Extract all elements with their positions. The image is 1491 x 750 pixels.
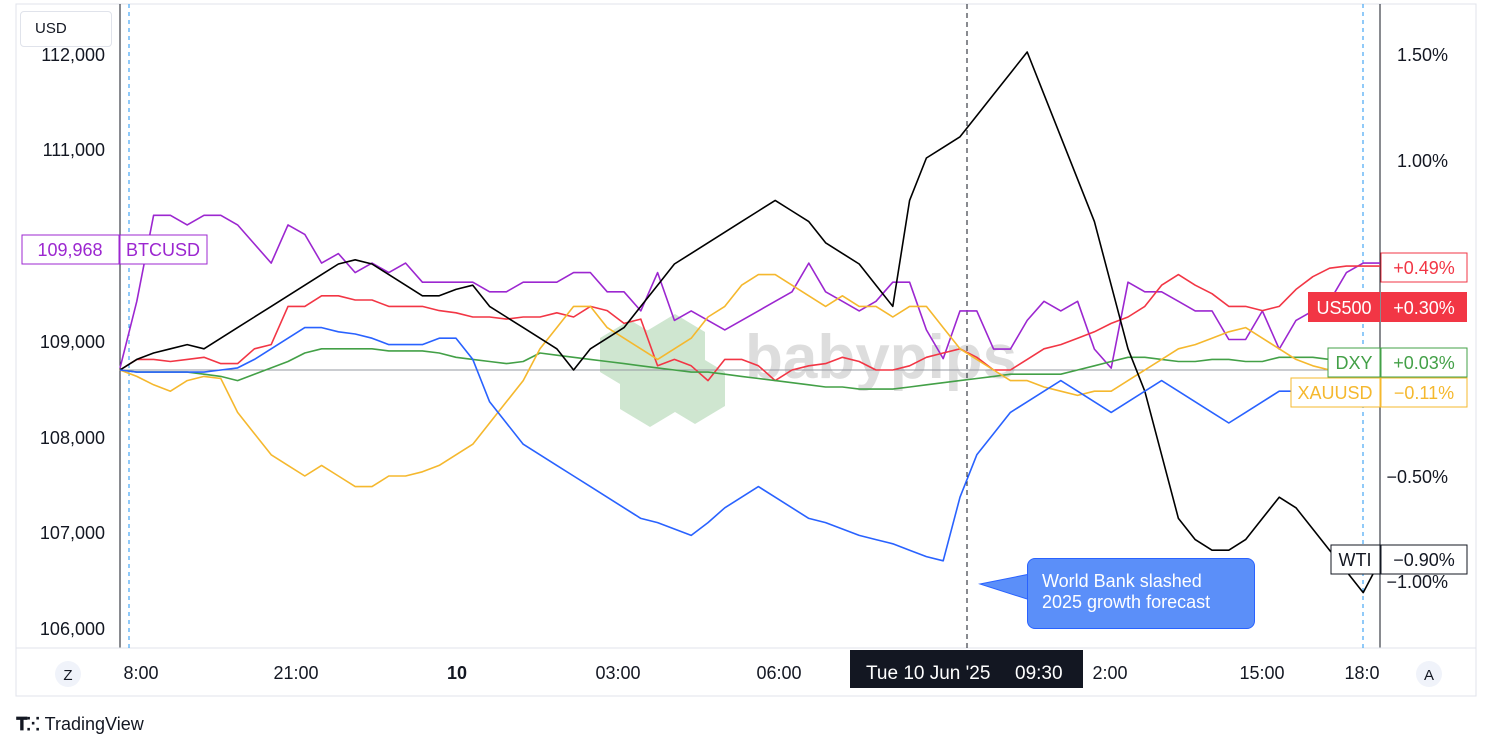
btc-name-badge: BTCUSD [119, 234, 208, 265]
dxy-value-text: +0.03% [1393, 353, 1455, 373]
us500-value-text: +0.30% [1393, 298, 1455, 318]
tradingview-logo-icon: 𝐓⁙ [16, 713, 40, 734]
left-tick-label: 106,000 [40, 619, 105, 639]
zoom-reset-button[interactable] [55, 661, 81, 687]
dxy-name-text: DXY [1335, 353, 1372, 373]
auto-scale-label: A [1424, 667, 1434, 684]
brand-name: TradingView [44, 713, 144, 734]
series-line-wti [119, 51, 1381, 594]
series-line-dxy [119, 347, 1380, 390]
series-line-us500 [119, 265, 1380, 382]
callout-line-1: World Bank slashed [1042, 571, 1202, 591]
xau-badge: XAUUSD −0.11% [1290, 377, 1468, 408]
time-tick-label: 2:00 [1092, 663, 1127, 683]
time-tick-label: 10 [447, 663, 467, 683]
time-tick-label: 8:00 [123, 663, 158, 683]
btc-price-text: 109,968 [37, 240, 102, 260]
left-tick-label: 107,000 [40, 523, 105, 543]
right-tick-label: 1.50% [1397, 45, 1448, 65]
xau-value-text: −0.11% [1394, 383, 1454, 403]
us500-name-text: US500 [1316, 298, 1371, 318]
right-tick-label: −0.50% [1386, 467, 1448, 487]
red-value-badge: +0.49% [1380, 252, 1468, 283]
watermark-text: babypips [745, 323, 1017, 392]
zoom-button-label: Z [63, 667, 72, 684]
wti-name-text: WTI [1339, 550, 1372, 570]
time-tick-label: 06:00 [756, 663, 801, 683]
left-tick-label: 111,000 [43, 140, 105, 160]
series-line-btcusd [119, 214, 1380, 369]
btc-name-text: BTCUSD [126, 240, 200, 260]
dxy-badge: DXY +0.03% [1327, 347, 1468, 378]
callout-line-2: 2025 growth forecast [1042, 592, 1211, 612]
left-tick-label: 112,000 [41, 45, 105, 65]
left-tick-label: 109,000 [40, 332, 105, 352]
crosshair-date: Tue 10 Jun '25 [866, 663, 990, 684]
red-value-text: +0.49% [1393, 258, 1455, 278]
xau-name-text: XAUUSD [1297, 383, 1372, 403]
time-tick-label: 18:0 [1344, 663, 1379, 683]
btc-price-badge: 109,968 [21, 234, 120, 265]
time-tick-label: 15:00 [1239, 663, 1284, 683]
left-tick-label: 108,000 [40, 428, 105, 448]
crosshair-time: 09:30 [1015, 663, 1063, 684]
series-line-blue [119, 326, 1381, 562]
crosshair-time-label-bg [850, 650, 1083, 688]
currency-label[interactable]: USD [20, 11, 112, 47]
wti-badge: WTI −0.90% [1330, 544, 1468, 575]
right-tick-label: 1.00% [1397, 151, 1448, 171]
tradingview-footer[interactable]: 𝐓⁙ TradingView [16, 710, 144, 738]
series-line-xauusd [119, 273, 1381, 488]
us500-badge: US500 +0.30% [1308, 292, 1467, 322]
right-tick-label: −1.00% [1386, 572, 1448, 592]
time-tick-label: 21:00 [273, 663, 318, 683]
auto-scale-button[interactable] [1416, 661, 1442, 687]
time-tick-label: 03:00 [595, 663, 640, 683]
wti-value-text: −0.90% [1393, 550, 1455, 570]
watermark: babypips [600, 314, 1017, 427]
news-callout: World Bank slashed 2025 growth forecast [1027, 558, 1255, 629]
